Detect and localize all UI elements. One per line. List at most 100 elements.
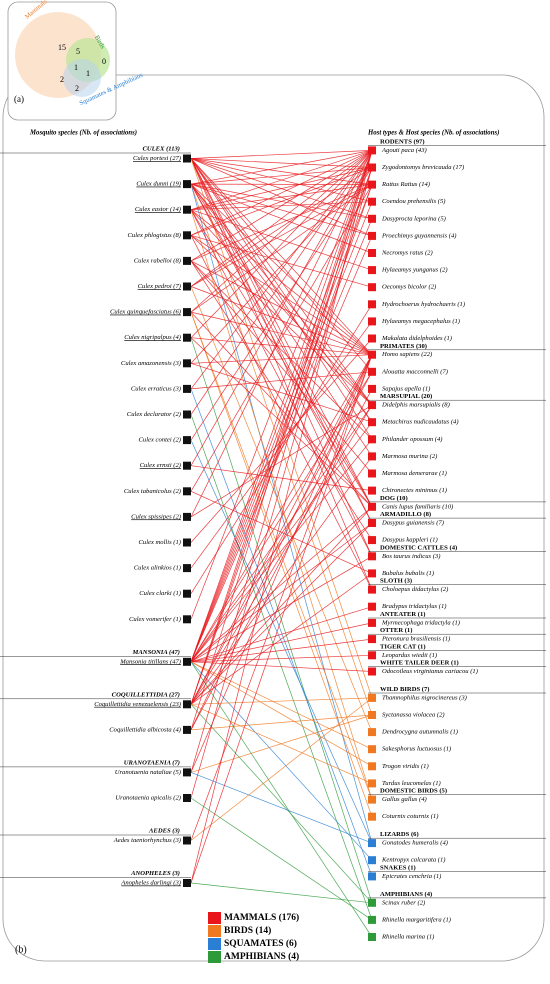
link — [190, 522, 373, 705]
node — [368, 795, 376, 804]
link — [190, 661, 373, 938]
host-label: Agouti paca (43) — [381, 147, 427, 154]
species-label: Culex eastor (14) — [135, 206, 181, 213]
link — [190, 150, 373, 620]
count: 5 — [76, 47, 80, 56]
node — [368, 552, 376, 561]
nodes: CULEX (113) Culex portesi (27) Culex dunni… — [0, 139, 546, 941]
species-label: Culex phlogistus (8) — [128, 232, 181, 239]
link — [190, 772, 373, 844]
link — [190, 522, 373, 663]
link — [190, 661, 373, 861]
node — [368, 872, 376, 881]
host-type-label: ARMADILLO (8) — [380, 511, 431, 518]
link — [190, 797, 373, 921]
node — [183, 879, 191, 887]
link — [190, 167, 373, 705]
link — [190, 260, 373, 541]
host-label: Rattus Rattus (14) — [381, 181, 430, 188]
link — [190, 158, 373, 557]
host-label: Kentropyx calcarata (1) — [381, 857, 445, 864]
link — [190, 714, 373, 731]
host-label: Philander opossum (4) — [381, 436, 442, 443]
host-type-label: DOG (10) — [380, 495, 408, 502]
link — [190, 714, 373, 773]
host-label: Thamnophilus nigrocinereus (3) — [382, 694, 467, 701]
species-label: Culex vomerifer (1) — [129, 616, 181, 623]
link — [190, 150, 373, 211]
count: 1 — [86, 69, 90, 78]
host-type-label: MARSUPIAL (20) — [380, 393, 432, 400]
host-type-label: SLOTH (3) — [380, 578, 412, 585]
species-label: Anopheles darlingi (3) — [120, 880, 181, 887]
link — [190, 209, 373, 557]
count: 15 — [58, 43, 66, 52]
host-label: Dasypus kappleri (1) — [381, 537, 438, 544]
link — [190, 465, 373, 491]
node — [368, 602, 376, 611]
species-label: Culex nigripalpus (4) — [124, 334, 181, 341]
link — [190, 184, 373, 313]
node — [183, 410, 191, 419]
link — [190, 337, 373, 903]
host-type-label: RODENTS (97) — [380, 139, 425, 146]
node — [368, 618, 376, 627]
node — [368, 728, 376, 737]
species-label: Uranotaenia nataliae (5) — [115, 769, 181, 776]
genus-label: AEDES (3) — [148, 828, 180, 835]
count: 2 — [60, 75, 64, 84]
panel-label: (a) — [14, 94, 24, 104]
node — [183, 768, 191, 777]
node — [368, 146, 376, 155]
node — [368, 745, 376, 754]
link — [190, 354, 373, 662]
link — [190, 167, 373, 236]
link — [190, 414, 373, 921]
node — [368, 812, 376, 821]
link — [190, 150, 373, 662]
host-type-label: TIGER CAT (1) — [380, 643, 426, 650]
link — [190, 184, 373, 211]
host-label: Hylaeamys megacephalus (1) — [381, 318, 460, 325]
node — [183, 589, 191, 598]
node — [368, 519, 376, 527]
host-label: Necromys ratus (2) — [381, 250, 433, 257]
link — [190, 184, 373, 287]
host-label: Oecomys bicolor (2) — [382, 284, 436, 291]
species-label: Culex rabelloi (8) — [134, 257, 181, 264]
node — [183, 461, 191, 470]
link — [190, 337, 373, 356]
node — [368, 163, 376, 172]
link — [190, 371, 373, 705]
host-type-label: LIZARDS (6) — [380, 831, 419, 838]
link — [190, 167, 373, 364]
host-label: Bradypus tridactylus (1) — [382, 603, 446, 610]
node — [368, 367, 376, 376]
host-type-label: PRIMATES (30) — [380, 343, 427, 350]
link — [190, 371, 373, 390]
node — [368, 317, 376, 326]
node — [368, 249, 376, 257]
node — [368, 486, 376, 495]
node — [183, 725, 191, 734]
node — [183, 436, 191, 445]
host-type-label: WILD BIRDS (7) — [380, 686, 429, 693]
node — [183, 700, 191, 709]
host-label: Didelphis marsupialis (8) — [381, 402, 450, 409]
node — [368, 536, 376, 545]
link — [190, 286, 373, 733]
link — [190, 183, 373, 507]
node — [368, 898, 376, 907]
link — [190, 235, 373, 355]
node — [368, 418, 376, 427]
node — [368, 711, 376, 719]
link — [190, 506, 373, 705]
link — [190, 150, 373, 236]
node — [368, 762, 376, 771]
host-type-label: WHITE TAILER DEER (1) — [380, 660, 459, 667]
link — [190, 456, 373, 705]
link — [190, 661, 373, 750]
link — [190, 209, 373, 507]
host-label: Coturnix coturnix (1) — [382, 813, 438, 820]
host-label: Sakesphorus luctuosus (1) — [382, 746, 451, 753]
